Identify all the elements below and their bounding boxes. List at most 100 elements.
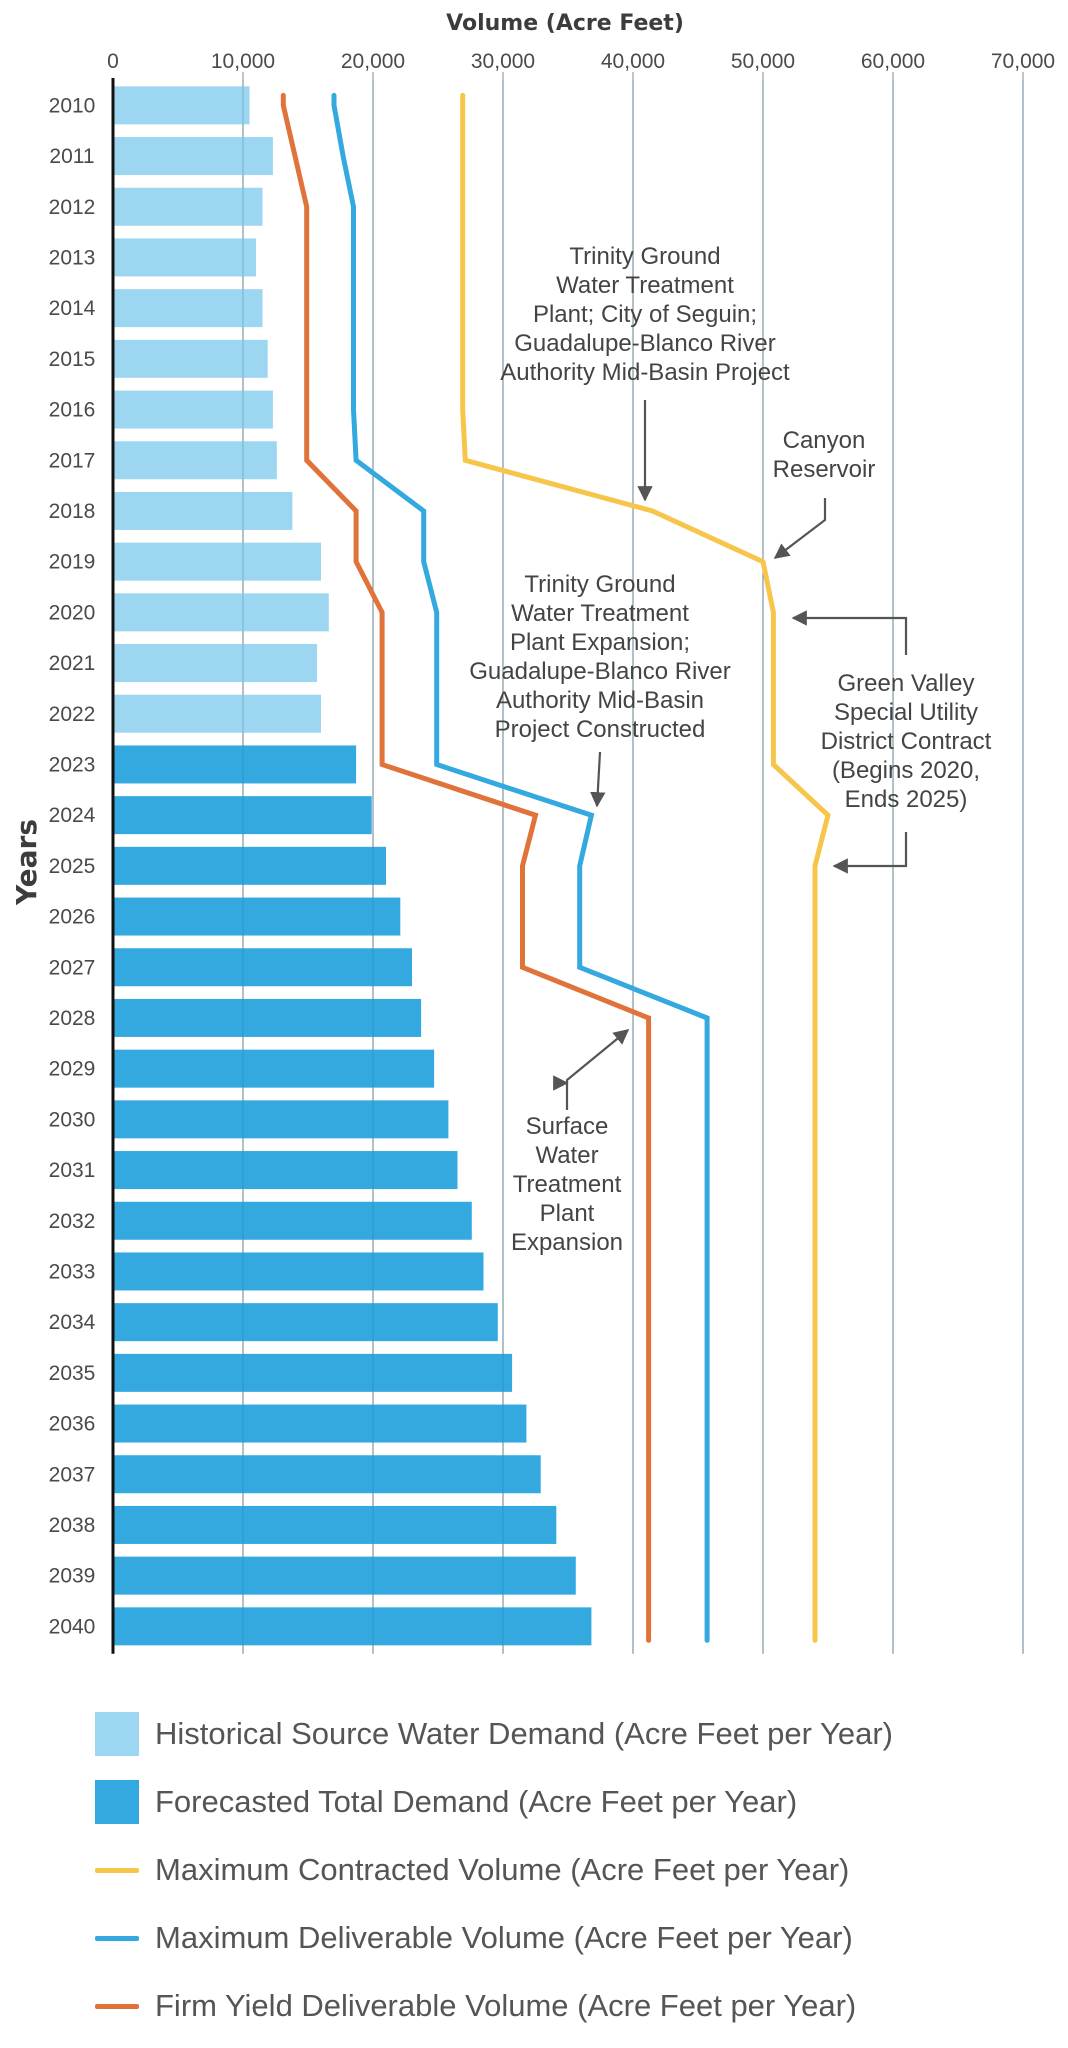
bar [113, 137, 273, 176]
annotation-line: Reservoir [773, 456, 876, 483]
annotation-line: Green Valley [838, 670, 975, 697]
legend-label-firm-yield: Firm Yield Deliverable Volume (Acre Feet… [155, 1988, 857, 2023]
volume-chart: Volume (Acre Feet) Years 0 10,000 20,000 30… [10, 11, 1055, 1654]
annotation-line: Plant; City of Seguin; [533, 301, 757, 328]
bar [113, 948, 412, 987]
y-tick-label: 2028 [49, 1007, 96, 1030]
bar [113, 441, 277, 480]
legend-label-historical: Historical Source Water Demand (Acre Fee… [155, 1716, 893, 1751]
annotation-arrow [773, 498, 827, 559]
y-tick-label: 2026 [49, 906, 96, 929]
annotation-line: Surface [526, 1113, 609, 1140]
bar [113, 238, 256, 277]
y-tick-label: 2038 [49, 1514, 96, 1537]
y-tick-label: 2016 [49, 399, 96, 422]
bar [113, 694, 321, 733]
annotation-arrow [832, 832, 908, 874]
y-tick-label: 2027 [49, 956, 96, 979]
bar [113, 542, 321, 581]
y-tick-label: 2034 [49, 1311, 96, 1334]
bar [113, 796, 372, 835]
bar [113, 897, 401, 936]
y-tick-label: 2011 [49, 145, 94, 168]
bar [113, 1151, 458, 1190]
annotation-line: Water Treatment [556, 272, 734, 299]
legend-swatch-historical [95, 1712, 139, 1756]
y-tick-label: 2015 [49, 348, 96, 371]
annotation-line: Plant Expansion; [510, 629, 690, 656]
bar [113, 745, 357, 784]
series-line [460, 92, 831, 1643]
bar [113, 187, 263, 226]
bar [113, 1505, 557, 1544]
x-tick-label: 40,000 [601, 50, 665, 73]
annotation-line: Special Utility [834, 699, 978, 726]
annotation-line: Guadalupe-Blanco River [514, 330, 775, 357]
annotation-arrow [590, 751, 606, 808]
y-tick-label: 2012 [49, 196, 96, 219]
bar [113, 1455, 541, 1494]
bar [113, 1303, 498, 1342]
legend: Historical Source Water Demand (Acre Fee… [95, 1700, 1045, 2040]
y-tick-label: 2025 [49, 855, 96, 878]
legend-item-max-contracted: Maximum Contracted Volume (Acre Feet per… [95, 1836, 1045, 1904]
y-tick-label: 2010 [49, 94, 96, 117]
bar [113, 1404, 527, 1443]
y-tick-label: 2036 [49, 1413, 96, 1436]
legend-label-forecasted: Forecasted Total Demand (Acre Feet per Y… [155, 1784, 798, 1819]
x-tick-label: 10,000 [211, 50, 275, 73]
legend-item-max-deliverable: Maximum Deliverable Volume (Acre Feet pe… [95, 1904, 1045, 1972]
bar [113, 593, 329, 632]
annotation-line: Water [535, 1142, 598, 1169]
bar [113, 1252, 484, 1291]
annotation-line: Treatment [513, 1171, 622, 1198]
bar [113, 86, 250, 125]
x-tick-label: 70,000 [991, 50, 1055, 73]
bar [113, 491, 293, 530]
legend-swatch-forecasted [95, 1780, 139, 1824]
y-tick-label: 2035 [49, 1362, 96, 1385]
bar [113, 1201, 472, 1240]
x-tick-label: 0 [107, 50, 119, 73]
y-tick-label: 2019 [49, 551, 96, 574]
annotation-line: Plant [540, 1200, 595, 1227]
legend-label-max-contracted: Maximum Contracted Volume (Acre Feet per… [155, 1852, 850, 1887]
bar [113, 846, 386, 885]
legend-line-max-contracted [95, 1867, 139, 1873]
bar [113, 1607, 592, 1646]
annotation-line: Trinity Ground [569, 243, 720, 270]
y-tick-label: 2040 [49, 1615, 96, 1638]
y-tick-label: 2020 [49, 601, 96, 624]
bar [113, 390, 273, 429]
line-series [280, 92, 831, 1643]
y-tick-label: 2037 [49, 1463, 96, 1486]
y-tick-label: 2023 [49, 753, 96, 776]
bar [113, 1049, 435, 1088]
y-tick-label: 2017 [49, 449, 96, 472]
y-tick-label: 2018 [49, 500, 96, 523]
y-tick-label: 2030 [49, 1108, 96, 1131]
y-tick-label: 2024 [49, 804, 96, 827]
bar [113, 644, 318, 683]
legend-item-forecasted: Forecasted Total Demand (Acre Feet per Y… [95, 1768, 1045, 1836]
annotation-line: Guadalupe-Blanco River [469, 658, 730, 685]
x-tick-label: 30,000 [471, 50, 535, 73]
annotation-line: (Begins 2020, [832, 757, 980, 784]
annotation-arrow [791, 610, 908, 655]
y-tick-label: 2021 [49, 652, 96, 675]
y-tick-label: 2039 [49, 1565, 96, 1588]
bar-series [113, 80, 1024, 1654]
x-axis-title: Volume (Acre Feet) [446, 11, 684, 36]
legend-label-max-deliverable: Maximum Deliverable Volume (Acre Feet pe… [155, 1920, 853, 1955]
x-tick-label: 20,000 [341, 50, 405, 73]
bar [113, 1353, 513, 1392]
annotation-line: Ends 2025) [845, 786, 968, 813]
annotation-arrow [565, 1029, 630, 1110]
y-tick-label: 2029 [49, 1058, 96, 1081]
bar [113, 998, 422, 1037]
